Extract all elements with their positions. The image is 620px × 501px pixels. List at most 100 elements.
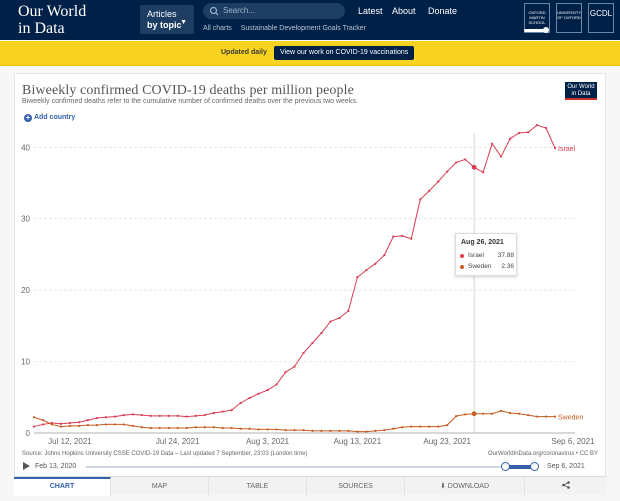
data-point bbox=[194, 426, 197, 429]
tab-sources[interactable]: SOURCES bbox=[307, 477, 405, 496]
data-point bbox=[374, 262, 377, 265]
owid-badge[interactable]: Our World in Data bbox=[565, 82, 597, 100]
data-point bbox=[203, 414, 206, 417]
license-link[interactable]: OurWorldInData.org/coronavirus • CC BY bbox=[487, 451, 598, 457]
tab-download[interactable]: ⬇ DOWNLOAD bbox=[405, 477, 525, 496]
data-point bbox=[32, 416, 36, 419]
data-point bbox=[338, 316, 341, 320]
data-point bbox=[544, 415, 548, 418]
data-point bbox=[392, 235, 395, 238]
data-point bbox=[113, 415, 116, 418]
search-input[interactable]: Search... bbox=[203, 3, 345, 19]
data-point bbox=[266, 389, 269, 392]
data-point bbox=[59, 422, 63, 425]
data-point bbox=[410, 237, 413, 240]
tab-chart[interactable]: CHART bbox=[14, 477, 111, 496]
series-label: Sweden bbox=[558, 415, 583, 422]
data-point bbox=[86, 419, 89, 422]
data-point bbox=[149, 426, 152, 430]
data-point bbox=[212, 411, 215, 415]
topics-label-1: Articles bbox=[147, 9, 177, 19]
nav-about[interactable]: About bbox=[392, 6, 416, 16]
nav-latest[interactable]: Latest bbox=[358, 6, 383, 16]
tooltip: Aug 26, 2021 Israel 37.88 Sweden 2.36 bbox=[455, 233, 517, 276]
data-point bbox=[383, 429, 386, 432]
data-point bbox=[329, 429, 332, 432]
data-point bbox=[122, 423, 125, 426]
series-line bbox=[33, 410, 555, 433]
data-point bbox=[356, 276, 359, 279]
tooltip-date: Aug 26, 2021 bbox=[461, 239, 504, 246]
data-point bbox=[95, 424, 98, 427]
tooltip-name: Sweden bbox=[468, 263, 492, 270]
data-point bbox=[329, 320, 332, 323]
tab-table[interactable]: TABLE bbox=[209, 477, 307, 496]
add-country-button[interactable]: + Add country bbox=[24, 114, 75, 122]
all-charts-link[interactable]: All charts bbox=[203, 25, 232, 32]
data-point bbox=[239, 427, 242, 430]
owid-logo[interactable]: Our World in Data bbox=[18, 3, 86, 37]
data-point bbox=[311, 341, 314, 345]
timeline-start-handle[interactable] bbox=[501, 462, 510, 471]
chart-subtitle: Biweekly confirmed deaths refer to the c… bbox=[22, 98, 358, 105]
data-point bbox=[302, 351, 305, 355]
data-point bbox=[320, 429, 323, 432]
data-point bbox=[464, 413, 467, 416]
data-point bbox=[347, 429, 350, 432]
timeline-end-handle[interactable] bbox=[530, 462, 539, 471]
nav-donate[interactable]: Donate bbox=[428, 6, 458, 16]
data-point bbox=[41, 419, 45, 422]
data-point bbox=[419, 425, 422, 428]
oxford-martin-logo[interactable]: OXFORD MARTIN SCHOOL bbox=[524, 3, 550, 33]
data-point bbox=[553, 415, 557, 418]
data-point bbox=[535, 124, 539, 127]
timeline-selected-range[interactable] bbox=[506, 465, 534, 469]
data-point bbox=[230, 409, 233, 412]
data-point bbox=[320, 331, 323, 335]
series-label: Israel bbox=[558, 146, 576, 153]
data-point bbox=[275, 428, 278, 431]
data-point bbox=[77, 421, 81, 424]
y-tick-label: 20 bbox=[21, 286, 30, 295]
data-point bbox=[104, 416, 107, 419]
share-icon[interactable] bbox=[562, 481, 570, 489]
source-note[interactable]: Source: Johns Hopkins University CSSE CO… bbox=[22, 451, 308, 457]
data-point bbox=[446, 170, 449, 173]
download-label: DOWNLOAD bbox=[447, 483, 490, 490]
data-point bbox=[517, 412, 521, 415]
data-point bbox=[140, 426, 143, 429]
data-point bbox=[383, 254, 386, 257]
data-point bbox=[230, 426, 233, 430]
data-point bbox=[293, 429, 296, 432]
chart-title: Biweekly confirmed COVID-19 deaths per m… bbox=[22, 83, 354, 98]
x-tick-label: Jul 12, 2021 bbox=[48, 437, 92, 446]
download-icon: ⬇ bbox=[439, 483, 448, 490]
data-point bbox=[212, 426, 215, 429]
data-point bbox=[122, 414, 125, 417]
articles-by-topic-button[interactable]: Articles by topic ▼ bbox=[140, 5, 194, 34]
vaccinations-button[interactable]: View our work on COVID-19 vaccinations bbox=[274, 46, 415, 60]
x-tick-label: Aug 13, 2021 bbox=[334, 437, 382, 446]
oxford-university-logo[interactable]: UNIVERSITY OF OXFORD bbox=[556, 3, 582, 33]
data-point bbox=[68, 424, 72, 427]
data-point bbox=[221, 426, 224, 430]
timeline-track[interactable] bbox=[86, 466, 538, 468]
data-point bbox=[356, 430, 359, 433]
data-point bbox=[149, 414, 152, 417]
data-point bbox=[176, 426, 179, 430]
play-icon[interactable] bbox=[23, 462, 30, 470]
sdg-tracker-link[interactable]: Sustainable Development Goals Tracker bbox=[240, 25, 367, 32]
data-point bbox=[86, 424, 89, 427]
data-point bbox=[248, 396, 251, 400]
data-point bbox=[526, 414, 530, 417]
gcdl-logo[interactable]: GCDL bbox=[588, 3, 614, 33]
data-point bbox=[500, 155, 503, 158]
topics-label-2: by topic bbox=[147, 20, 182, 30]
data-point bbox=[293, 365, 296, 368]
data-point bbox=[131, 413, 134, 416]
data-point bbox=[275, 383, 278, 386]
tab-map[interactable]: MAP bbox=[111, 477, 209, 496]
data-point bbox=[464, 158, 467, 161]
data-point bbox=[95, 416, 98, 420]
